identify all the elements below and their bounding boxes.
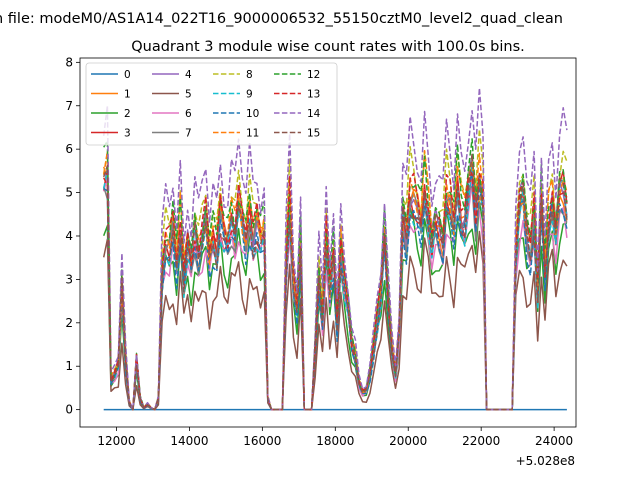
y-tick-label: 1 xyxy=(65,359,73,373)
y-tick-label: 8 xyxy=(65,55,73,69)
series-lines xyxy=(102,87,568,411)
y-tick-label: 7 xyxy=(65,99,73,113)
axes-frame xyxy=(79,57,577,428)
x-tick-label: 24000 xyxy=(535,434,573,448)
series-line-15 xyxy=(102,152,568,411)
legend-label-3: 3 xyxy=(124,128,131,140)
x-offset-text: +5.028e8 xyxy=(516,454,575,468)
figure-suptitle: n file: modeM0/AS1A14_022T16_9000006532_… xyxy=(0,11,563,27)
legend-label-5: 5 xyxy=(185,89,192,101)
x-tick-label: 16000 xyxy=(243,434,281,448)
y-axis: 0 1 2 3 4 5 6 7 8 xyxy=(65,55,80,417)
legend-label-1: 1 xyxy=(124,89,131,101)
legend-box xyxy=(85,62,338,146)
legend-label-13: 13 xyxy=(307,89,320,101)
y-tick-label: 5 xyxy=(65,186,73,200)
x-axis: 12000 14000 16000 18000 20000 22000 24000 xyxy=(97,427,573,448)
y-tick-label: 2 xyxy=(65,316,73,330)
y-tick-label: 0 xyxy=(65,403,73,417)
legend-label-9: 9 xyxy=(246,89,253,101)
x-tick-label: 20000 xyxy=(389,434,427,448)
legend-label-7: 7 xyxy=(185,128,192,140)
legend-label-4: 4 xyxy=(185,69,192,81)
legend-label-14: 14 xyxy=(307,108,321,120)
y-tick-label: 6 xyxy=(65,142,73,156)
series-line-10 xyxy=(103,173,568,411)
x-tick-label: 12000 xyxy=(97,434,135,448)
x-tick-label: 18000 xyxy=(316,434,354,448)
x-tick-label: 14000 xyxy=(170,434,208,448)
legend-label-2: 2 xyxy=(124,108,131,120)
chart-title: Quadrant 3 module wise count rates with … xyxy=(131,39,525,55)
y-tick-label: 4 xyxy=(65,229,73,243)
plot-area xyxy=(79,57,577,428)
x-tick-label: 22000 xyxy=(462,434,500,448)
legend-label-11: 11 xyxy=(246,128,259,140)
legend-label-0: 0 xyxy=(124,69,131,81)
y-tick-label: 3 xyxy=(65,272,73,286)
legend-label-6: 6 xyxy=(185,108,192,120)
legend-label-8: 8 xyxy=(246,69,253,81)
legend-label-10: 10 xyxy=(246,108,259,120)
legend-label-12: 12 xyxy=(307,69,320,81)
legend-label-15: 15 xyxy=(307,128,320,140)
